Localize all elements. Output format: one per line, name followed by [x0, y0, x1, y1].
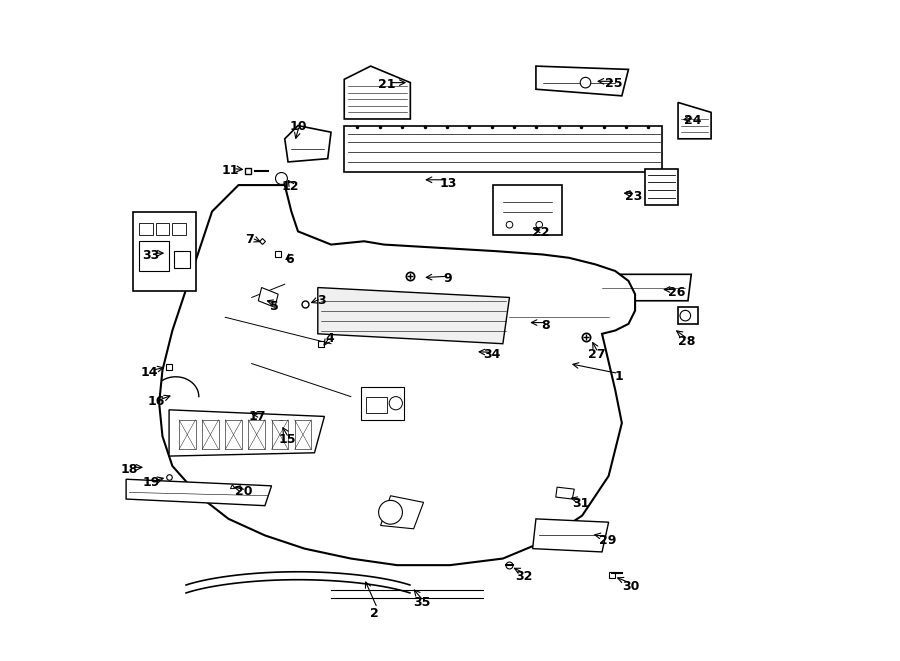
- Polygon shape: [284, 126, 331, 162]
- Polygon shape: [179, 420, 195, 449]
- Circle shape: [275, 173, 287, 184]
- Text: 33: 33: [142, 249, 160, 262]
- Text: 17: 17: [248, 410, 266, 423]
- Polygon shape: [159, 185, 635, 565]
- Circle shape: [536, 221, 543, 228]
- Polygon shape: [318, 288, 509, 344]
- Text: 29: 29: [598, 533, 616, 547]
- Polygon shape: [140, 223, 153, 235]
- Text: 19: 19: [142, 476, 160, 489]
- Polygon shape: [596, 274, 691, 301]
- Text: 15: 15: [279, 433, 296, 446]
- Polygon shape: [272, 420, 288, 449]
- Text: 30: 30: [622, 580, 639, 593]
- Polygon shape: [344, 126, 662, 172]
- Polygon shape: [294, 420, 311, 449]
- Polygon shape: [169, 410, 324, 456]
- Text: 13: 13: [440, 176, 457, 190]
- Text: 5: 5: [271, 299, 279, 313]
- Text: 9: 9: [443, 272, 452, 286]
- Text: 10: 10: [289, 120, 307, 134]
- Text: 18: 18: [121, 463, 138, 476]
- Text: 32: 32: [516, 570, 533, 583]
- Text: 22: 22: [533, 226, 550, 239]
- Polygon shape: [126, 479, 272, 506]
- Polygon shape: [174, 251, 190, 268]
- Polygon shape: [225, 420, 242, 449]
- Polygon shape: [248, 420, 265, 449]
- Text: 1: 1: [614, 370, 623, 383]
- Text: 24: 24: [685, 114, 702, 127]
- Text: 20: 20: [235, 485, 253, 498]
- Circle shape: [680, 310, 690, 321]
- Polygon shape: [678, 102, 711, 139]
- Text: 14: 14: [140, 366, 158, 379]
- Polygon shape: [202, 420, 219, 449]
- Text: 23: 23: [626, 190, 643, 203]
- Polygon shape: [173, 223, 185, 235]
- Polygon shape: [361, 387, 404, 420]
- Circle shape: [580, 77, 590, 88]
- Text: 11: 11: [221, 164, 239, 177]
- Polygon shape: [536, 66, 628, 96]
- Polygon shape: [258, 288, 278, 307]
- Polygon shape: [156, 223, 169, 235]
- Text: 4: 4: [325, 332, 334, 345]
- Text: 31: 31: [572, 497, 590, 510]
- Text: 35: 35: [413, 596, 430, 609]
- Circle shape: [379, 500, 402, 524]
- Text: 26: 26: [668, 286, 686, 299]
- Polygon shape: [132, 212, 195, 291]
- Polygon shape: [381, 496, 424, 529]
- Text: 27: 27: [588, 348, 606, 362]
- Polygon shape: [645, 169, 678, 205]
- Polygon shape: [493, 185, 562, 235]
- Text: 3: 3: [317, 294, 326, 307]
- Text: 12: 12: [282, 180, 299, 193]
- Text: 34: 34: [483, 348, 500, 362]
- Text: 28: 28: [678, 335, 696, 348]
- Text: 16: 16: [148, 395, 165, 408]
- Polygon shape: [366, 397, 387, 413]
- Polygon shape: [533, 519, 608, 552]
- Polygon shape: [503, 294, 618, 334]
- Circle shape: [506, 221, 513, 228]
- Polygon shape: [678, 307, 698, 324]
- Circle shape: [389, 397, 402, 410]
- Text: 21: 21: [379, 78, 396, 91]
- Polygon shape: [344, 66, 410, 119]
- Text: 2: 2: [370, 607, 378, 620]
- Polygon shape: [556, 487, 574, 499]
- Text: 8: 8: [542, 319, 550, 332]
- Text: 7: 7: [246, 233, 254, 246]
- Polygon shape: [140, 241, 169, 271]
- Text: 25: 25: [605, 77, 623, 91]
- Text: 6: 6: [285, 253, 294, 266]
